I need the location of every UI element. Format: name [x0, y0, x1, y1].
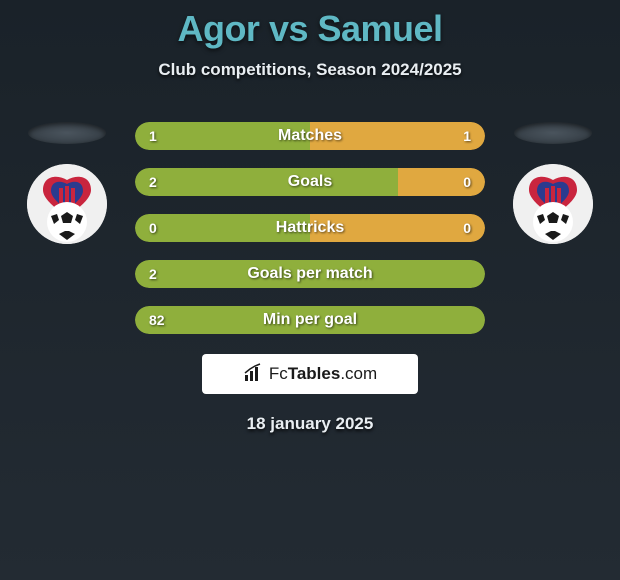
stat-value-left: 82 — [149, 312, 165, 328]
stat-bar-right — [398, 168, 486, 196]
club-badge-right-icon — [513, 164, 593, 244]
stat-value-left: 2 — [149, 174, 157, 190]
stat-bar-left — [135, 168, 398, 196]
stat-value-left: 0 — [149, 220, 157, 236]
stat-row: Goals per match 2 — [135, 260, 485, 288]
brand-bold: Tables — [288, 364, 341, 383]
club-badge-left — [27, 164, 107, 244]
stat-label: Hattricks — [276, 219, 344, 237]
stat-row: Min per goal 82 — [135, 306, 485, 334]
brand-prefix: Fc — [269, 364, 288, 383]
comparison-area: Matches 1 1 Goals 2 0 Hattricks 0 0 Goals per mat… — [0, 122, 620, 334]
brand-suffix: .com — [340, 364, 377, 383]
page-subtitle: Club competitions, Season 2024/2025 — [158, 60, 461, 80]
stat-label: Min per goal — [263, 311, 357, 329]
root-container: Agor vs Samuel Club competitions, Season… — [0, 0, 620, 580]
player-left-placeholder — [28, 122, 106, 144]
club-badge-right — [513, 164, 593, 244]
stat-row: Matches 1 1 — [135, 122, 485, 150]
player-right-placeholder — [514, 122, 592, 144]
stat-value-right: 0 — [463, 220, 471, 236]
branding-box: FcTables.com — [202, 354, 418, 394]
stat-row: Hattricks 0 0 — [135, 214, 485, 242]
brand-text: FcTables.com — [269, 364, 377, 384]
date-text: 18 january 2025 — [247, 414, 374, 434]
stat-value-right: 1 — [463, 128, 471, 144]
stats-bars: Matches 1 1 Goals 2 0 Hattricks 0 0 Goals per mat… — [135, 122, 485, 334]
page-title: Agor vs Samuel — [177, 8, 442, 50]
stat-value-right: 0 — [463, 174, 471, 190]
club-badge-left-icon — [27, 164, 107, 244]
player-right-column — [513, 122, 593, 244]
bars-icon — [243, 363, 265, 385]
stat-row: Goals 2 0 — [135, 168, 485, 196]
stat-label: Goals — [288, 173, 332, 191]
stat-value-left: 1 — [149, 128, 157, 144]
stat-label: Matches — [278, 127, 342, 145]
stat-value-left: 2 — [149, 266, 157, 282]
player-left-column — [27, 122, 107, 244]
stat-label: Goals per match — [247, 265, 372, 283]
